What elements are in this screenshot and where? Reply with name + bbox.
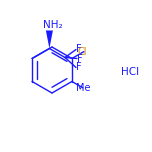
Text: Me: Me — [76, 83, 90, 93]
Text: F: F — [77, 54, 83, 64]
Text: Cl: Cl — [77, 47, 87, 57]
Text: F: F — [76, 62, 82, 73]
Text: NH₂: NH₂ — [43, 19, 62, 29]
Text: F: F — [76, 45, 82, 55]
Polygon shape — [46, 31, 53, 48]
Text: HCl: HCl — [121, 67, 139, 77]
